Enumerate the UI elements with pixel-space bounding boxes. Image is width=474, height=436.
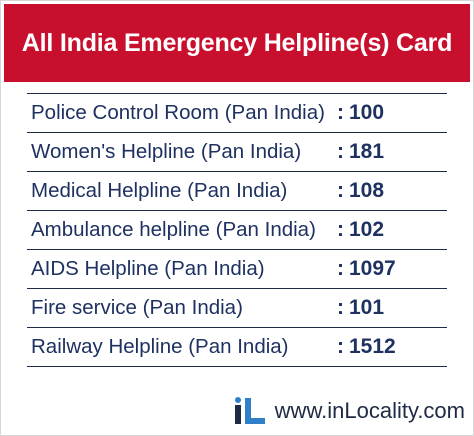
table-row: Railway Helpline (Pan India) : 1512 <box>27 327 447 367</box>
helpline-number: 1097 <box>349 257 396 280</box>
separator: : <box>337 218 344 241</box>
helpline-name: Women's Helpline (Pan India) <box>31 140 302 163</box>
table-row: AIDS Helpline (Pan India) : 1097 <box>27 249 447 288</box>
footer: www.inLocality.com <box>233 393 465 429</box>
inlocality-logo-icon <box>233 396 267 426</box>
separator: : <box>337 296 344 319</box>
helpline-number: 101 <box>349 296 385 319</box>
table-row: Police Control Room (Pan India) : 100 <box>27 93 447 132</box>
table-row: Women's Helpline (Pan India) : 181 <box>27 132 447 171</box>
helpline-number: 108 <box>349 179 385 202</box>
helpline-name: Medical Helpline (Pan India) <box>31 179 288 202</box>
website-link[interactable]: www.inLocality.com <box>274 398 465 423</box>
helpline-number: 1512 <box>349 335 396 358</box>
card-header: All India Emergency Helpline(s) Card <box>4 4 470 82</box>
helpline-name: AIDS Helpline (Pan India) <box>31 257 265 280</box>
separator: : <box>337 257 344 280</box>
helpline-table: Police Control Room (Pan India) : 100 Wo… <box>27 93 447 367</box>
separator: : <box>337 140 344 163</box>
table-row: Ambulance helpline (Pan India) : 102 <box>27 210 447 249</box>
helpline-name: Railway Helpline (Pan India) <box>31 335 289 358</box>
card-title: All India Emergency Helpline(s) Card <box>21 28 453 57</box>
helpline-name: Ambulance helpline (Pan India) <box>31 218 316 241</box>
helpline-name: Fire service (Pan India) <box>31 296 243 319</box>
helpline-number: 102 <box>349 218 385 241</box>
separator: : <box>337 101 344 124</box>
separator: : <box>337 335 344 358</box>
separator: : <box>337 179 344 202</box>
table-row: Medical Helpline (Pan India) : 108 <box>27 171 447 210</box>
helpline-number: 100 <box>349 101 385 124</box>
helpline-number: 181 <box>349 140 385 163</box>
table-row: Fire service (Pan India) : 101 <box>27 288 447 327</box>
helpline-name: Police Control Room (Pan India) <box>31 101 325 124</box>
